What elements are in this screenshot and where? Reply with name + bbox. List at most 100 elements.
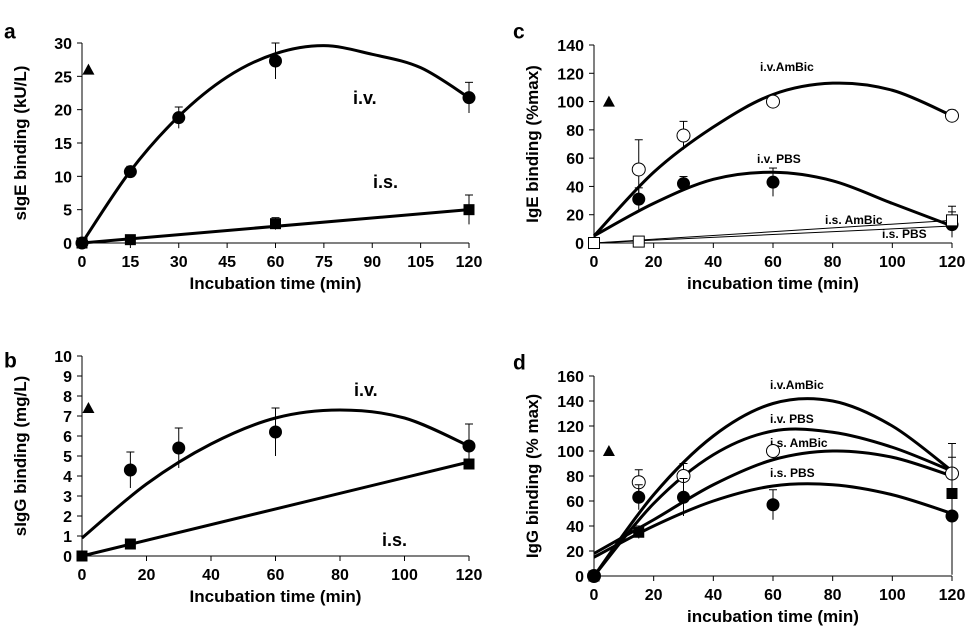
series-curve-i-v- — [80, 44, 470, 244]
data-point-square — [124, 538, 136, 550]
y-tick-label: 3 — [63, 489, 72, 506]
x-tick-label: 15 — [121, 254, 139, 271]
data-point-square — [76, 550, 88, 562]
data-point-open-square — [946, 214, 958, 227]
x-tick-label: 0 — [590, 254, 599, 271]
panel-letter: c — [513, 20, 525, 43]
curve-label: i.s. — [373, 172, 398, 192]
series-curve-i-s-ambic — [593, 219, 953, 244]
y-tick-label: 0 — [63, 549, 72, 566]
y-tick-label: 10 — [54, 169, 72, 186]
x-tick-label: 120 — [939, 587, 966, 604]
y-tick-label: 160 — [557, 369, 584, 386]
data-point-open-circle — [766, 444, 780, 458]
panel-a-sige-chart: a 0 5 10 15 20 25 30 0 15 30 45 60 75 90 105 120 Incubati… — [4, 20, 482, 293]
y-tick-label: 5 — [63, 203, 72, 220]
y-tick-label: 40 — [566, 179, 584, 196]
x-tick-label: 120 — [939, 254, 966, 271]
curve-label: i.s. AmBic — [770, 436, 828, 450]
y-tick-label: 30 — [54, 36, 72, 53]
data-point-circle — [123, 165, 137, 179]
x-tick-label: 40 — [202, 567, 220, 584]
y-tick-label: 0 — [575, 236, 584, 253]
y-axis-title: sIgG binding (mg/L) — [11, 376, 30, 537]
y-tick-label: 60 — [566, 494, 584, 511]
data-point-square — [124, 234, 136, 246]
data-point-open-circle — [676, 128, 691, 143]
data-point-open-circle — [945, 108, 959, 123]
x-axis-title: incubation time (min) — [687, 274, 859, 293]
y-tick-label: 120 — [557, 419, 584, 436]
y-tick-label: 10 — [54, 349, 72, 366]
data-point-square — [76, 237, 88, 249]
data-point-circle — [172, 111, 186, 125]
y-tick-label: 80 — [566, 469, 584, 486]
y-tick-label: 5 — [63, 449, 72, 466]
panel-d-igg-chart: d 0 20 40 60 80 100 120 140 160 0 20 40 60 80 100 120 inc… — [513, 351, 965, 626]
x-tick-label: 105 — [407, 254, 434, 271]
x-tick-label: 120 — [456, 567, 483, 584]
x-tick-label: 60 — [267, 254, 285, 271]
x-tick-label: 45 — [218, 254, 236, 271]
data-point-circle — [766, 175, 780, 189]
data-point-triangle — [602, 445, 615, 456]
series-curve-i-s-pbs — [593, 225, 953, 244]
x-tick-label: 0 — [590, 587, 599, 604]
y-tick-label: 20 — [566, 208, 584, 225]
x-axis-title: Incubation time (min) — [190, 587, 362, 606]
data-point-circle — [269, 54, 282, 68]
x-tick-label: 40 — [704, 587, 722, 604]
x-tick-label: 0 — [78, 254, 87, 271]
series-curve-i-s-ambic — [593, 449, 953, 555]
series-curve-i-v-ambic — [592, 397, 953, 577]
curve-label: i.v. PBS — [770, 412, 814, 426]
data-point-square — [270, 218, 281, 230]
data-point-open-circle — [631, 162, 646, 177]
y-tick-label: 100 — [557, 444, 584, 461]
curve-label: i.v.AmBic — [760, 60, 814, 74]
y-axis-title: sIgE binding (kU/L) — [11, 66, 30, 221]
data-point-square — [463, 204, 475, 216]
y-tick-label: 40 — [566, 519, 584, 536]
x-tick-label: 100 — [879, 587, 906, 604]
series-curve-i-s-pbs — [593, 482, 953, 559]
curve-label: i.v.AmBic — [770, 378, 824, 392]
y-tick-label: 6 — [63, 429, 72, 446]
panel-letter: d — [513, 351, 526, 374]
y-tick-label: 2 — [63, 509, 72, 526]
data-point-triangle — [602, 95, 615, 107]
data-point-circle — [462, 439, 476, 453]
curve-label: i.s. PBS — [770, 466, 815, 480]
data-point-circle — [677, 177, 690, 191]
curve-label: i.v. — [353, 88, 377, 108]
data-point-square — [946, 488, 958, 499]
panel-letter: a — [4, 20, 16, 43]
data-point-circle — [172, 441, 186, 455]
x-tick-label: 60 — [764, 587, 782, 604]
panel-letter: b — [4, 349, 17, 372]
y-tick-label: 140 — [557, 38, 584, 55]
y-tick-label: 20 — [54, 103, 72, 120]
x-tick-label: 90 — [363, 254, 381, 271]
y-tick-label: 8 — [63, 389, 72, 406]
x-tick-label: 80 — [331, 567, 349, 584]
curve-label: i.s. AmBic — [825, 213, 883, 227]
data-point-square — [463, 458, 475, 470]
data-point-triangle — [82, 402, 95, 413]
x-tick-label: 120 — [456, 254, 483, 271]
y-tick-label: 7 — [63, 409, 72, 426]
x-tick-label: 20 — [645, 254, 663, 271]
curve-label: i.s. PBS — [882, 227, 927, 241]
y-tick-label: 9 — [63, 369, 72, 386]
y-tick-label: 15 — [54, 136, 72, 153]
y-tick-label: 25 — [54, 69, 72, 86]
y-tick-label: 4 — [63, 469, 72, 486]
y-axis-title: IgG binding (% max) — [523, 394, 542, 558]
x-tick-label: 30 — [170, 254, 188, 271]
data-point-circle — [462, 91, 476, 105]
y-tick-label: 0 — [575, 569, 584, 586]
x-tick-label: 75 — [315, 254, 333, 271]
curve-label: i.s. — [382, 530, 407, 550]
